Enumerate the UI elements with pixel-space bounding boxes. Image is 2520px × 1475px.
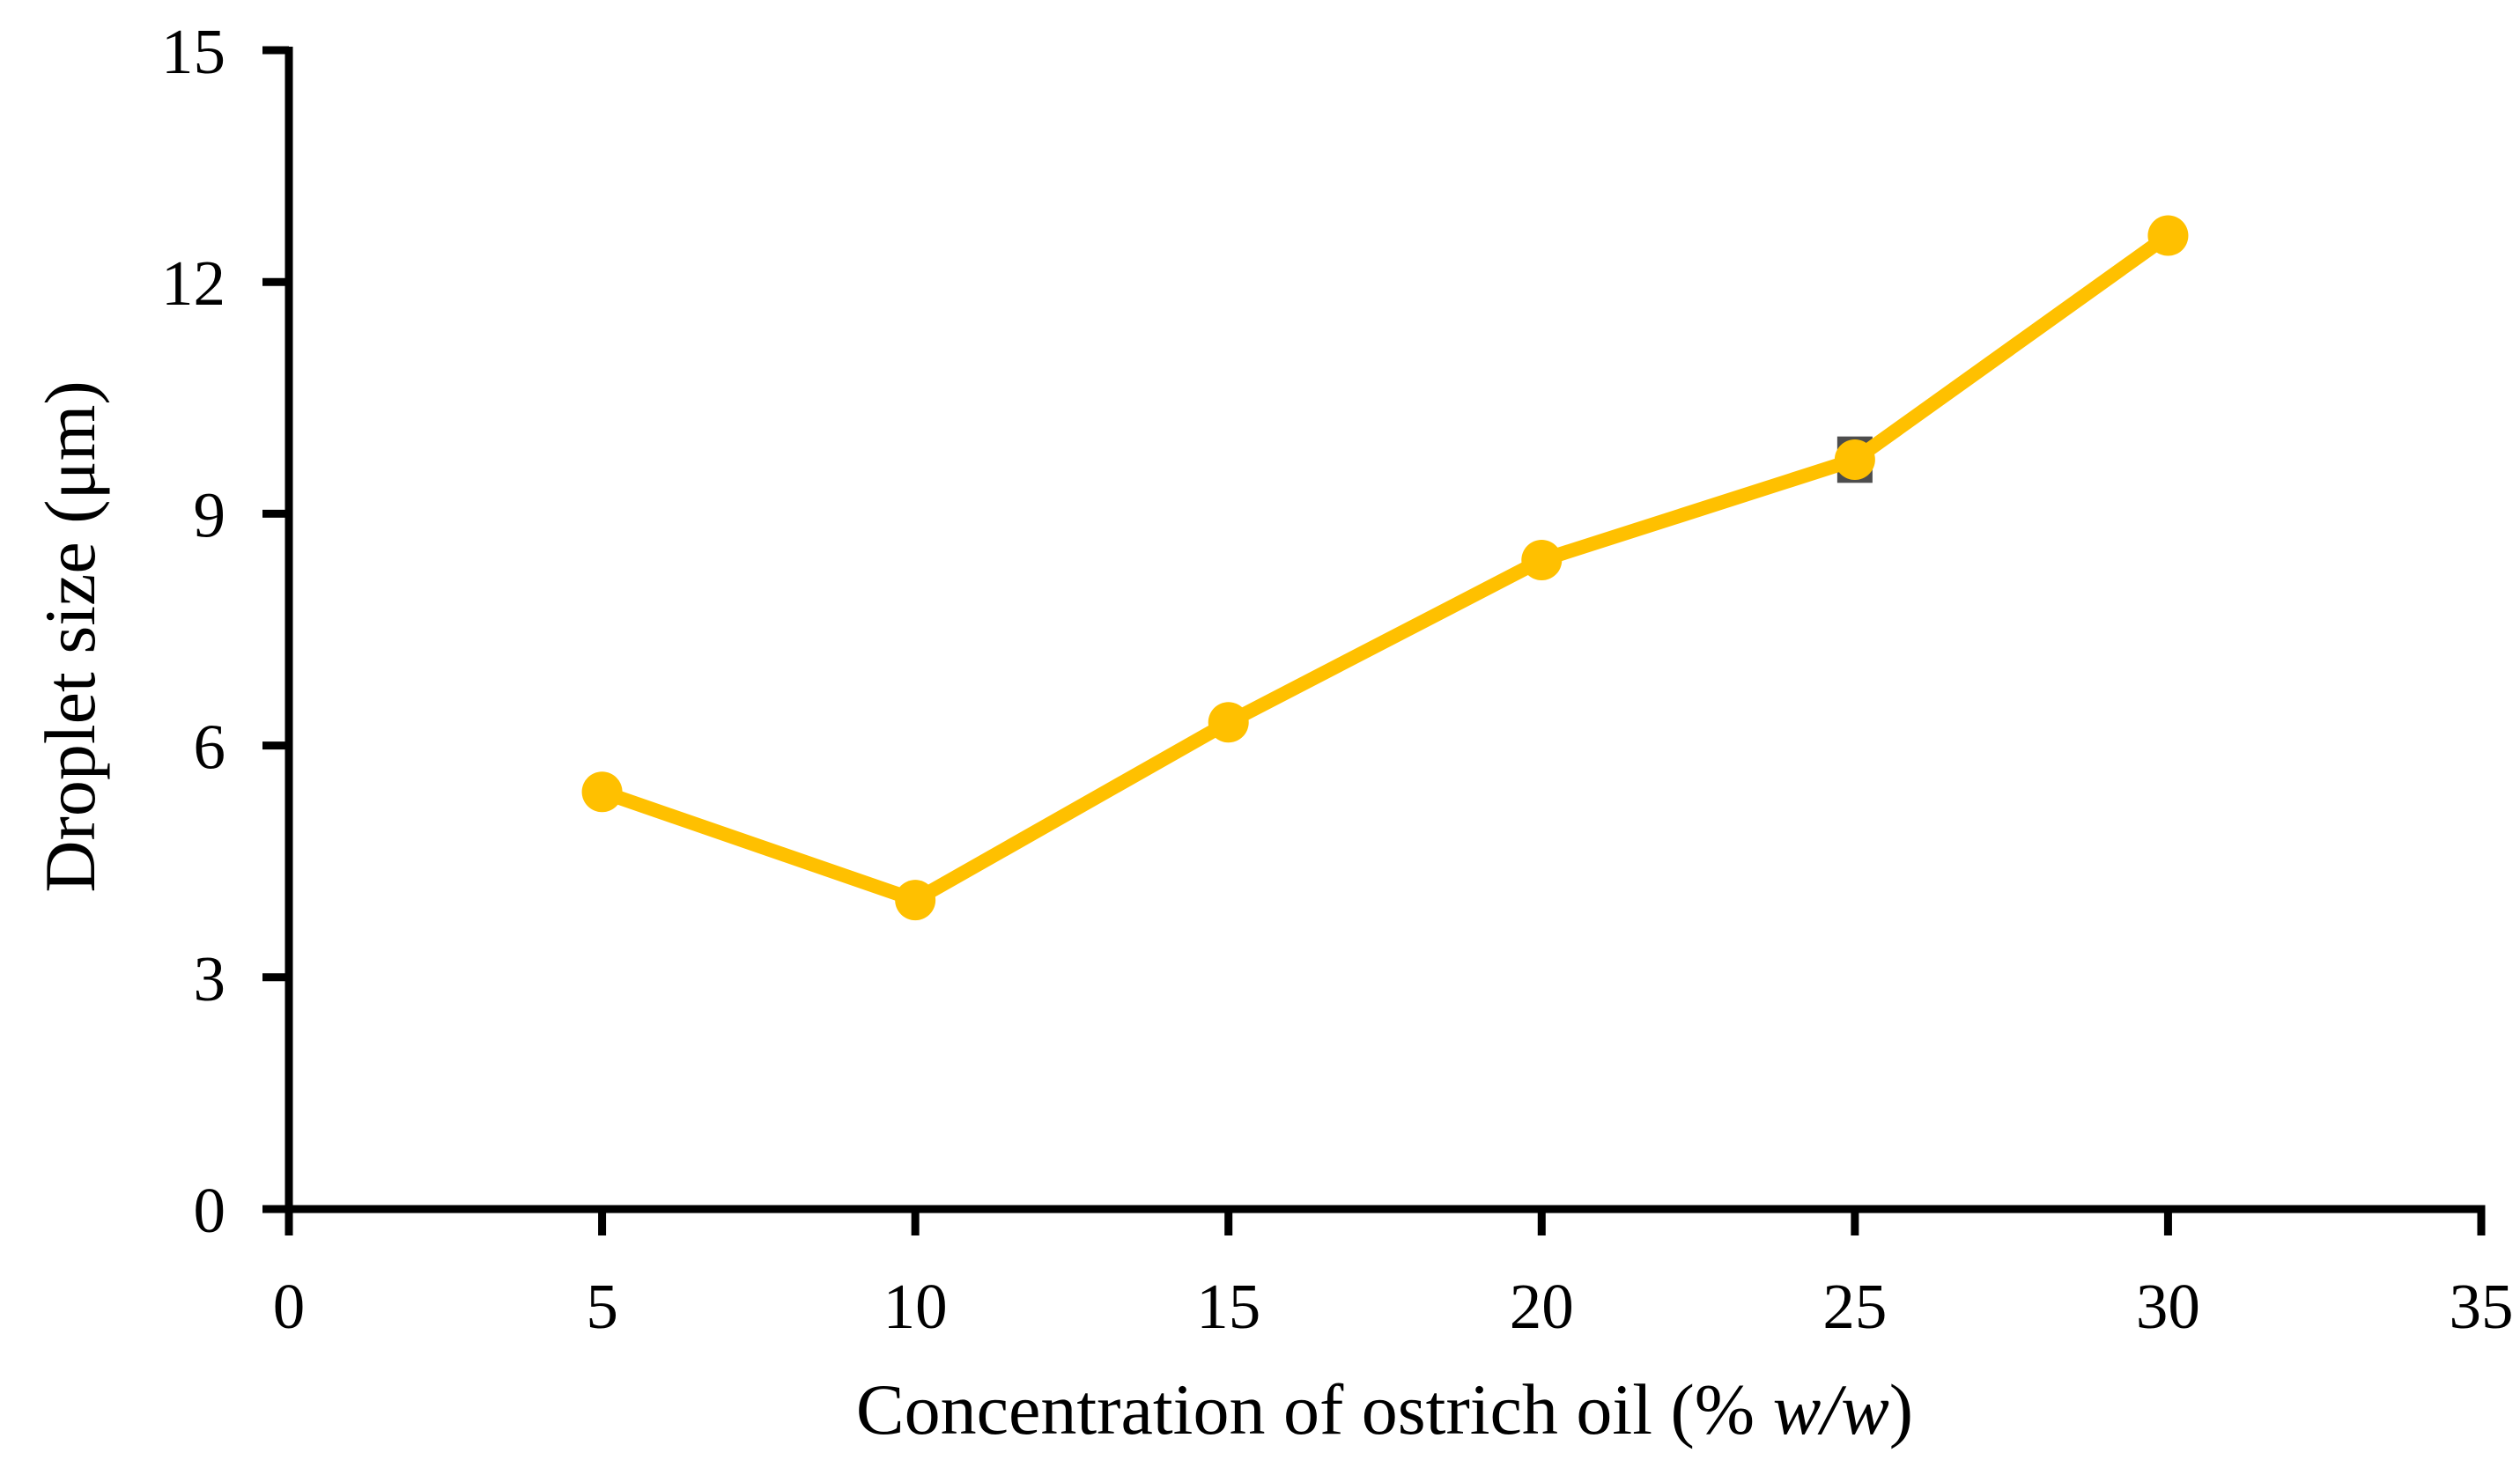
data-line bbox=[599, 230, 2173, 908]
data-point bbox=[2147, 215, 2189, 256]
y-tick-label: 9 bbox=[194, 479, 226, 550]
y-axis-title: Droplet size (μm) bbox=[30, 380, 110, 893]
y-tick-label: 15 bbox=[161, 16, 225, 87]
x-tick-label: 10 bbox=[883, 1271, 948, 1342]
x-axis-title-suffix: ) bbox=[1888, 1369, 1914, 1449]
x-tick-label: 5 bbox=[586, 1271, 618, 1342]
data-point bbox=[581, 771, 623, 813]
y-tick-label: 12 bbox=[161, 247, 225, 319]
x-tick-label: 25 bbox=[1822, 1271, 1887, 1342]
data-point bbox=[1834, 439, 1875, 480]
y-tick-label: 0 bbox=[194, 1175, 226, 1246]
x-tick-label: 20 bbox=[1510, 1271, 1574, 1342]
x-tick-label: 35 bbox=[2450, 1271, 2514, 1342]
data-point bbox=[895, 880, 936, 921]
x-axis-title: Concentration of ostrich oil (% w/w) bbox=[856, 1368, 1913, 1451]
x-tick-label: 15 bbox=[1196, 1271, 1260, 1342]
x-tick-label: 30 bbox=[2136, 1271, 2200, 1342]
y-tick-label: 3 bbox=[194, 943, 226, 1014]
data-point bbox=[1208, 702, 1249, 743]
x-axis-title-prefix: Concentration of ostrich oil (% bbox=[855, 1369, 1773, 1449]
data-point bbox=[1521, 540, 1563, 581]
x-axis-title-italic: w/w bbox=[1772, 1369, 1889, 1449]
y-tick-label: 6 bbox=[194, 712, 226, 783]
x-tick-label: 0 bbox=[273, 1271, 306, 1342]
